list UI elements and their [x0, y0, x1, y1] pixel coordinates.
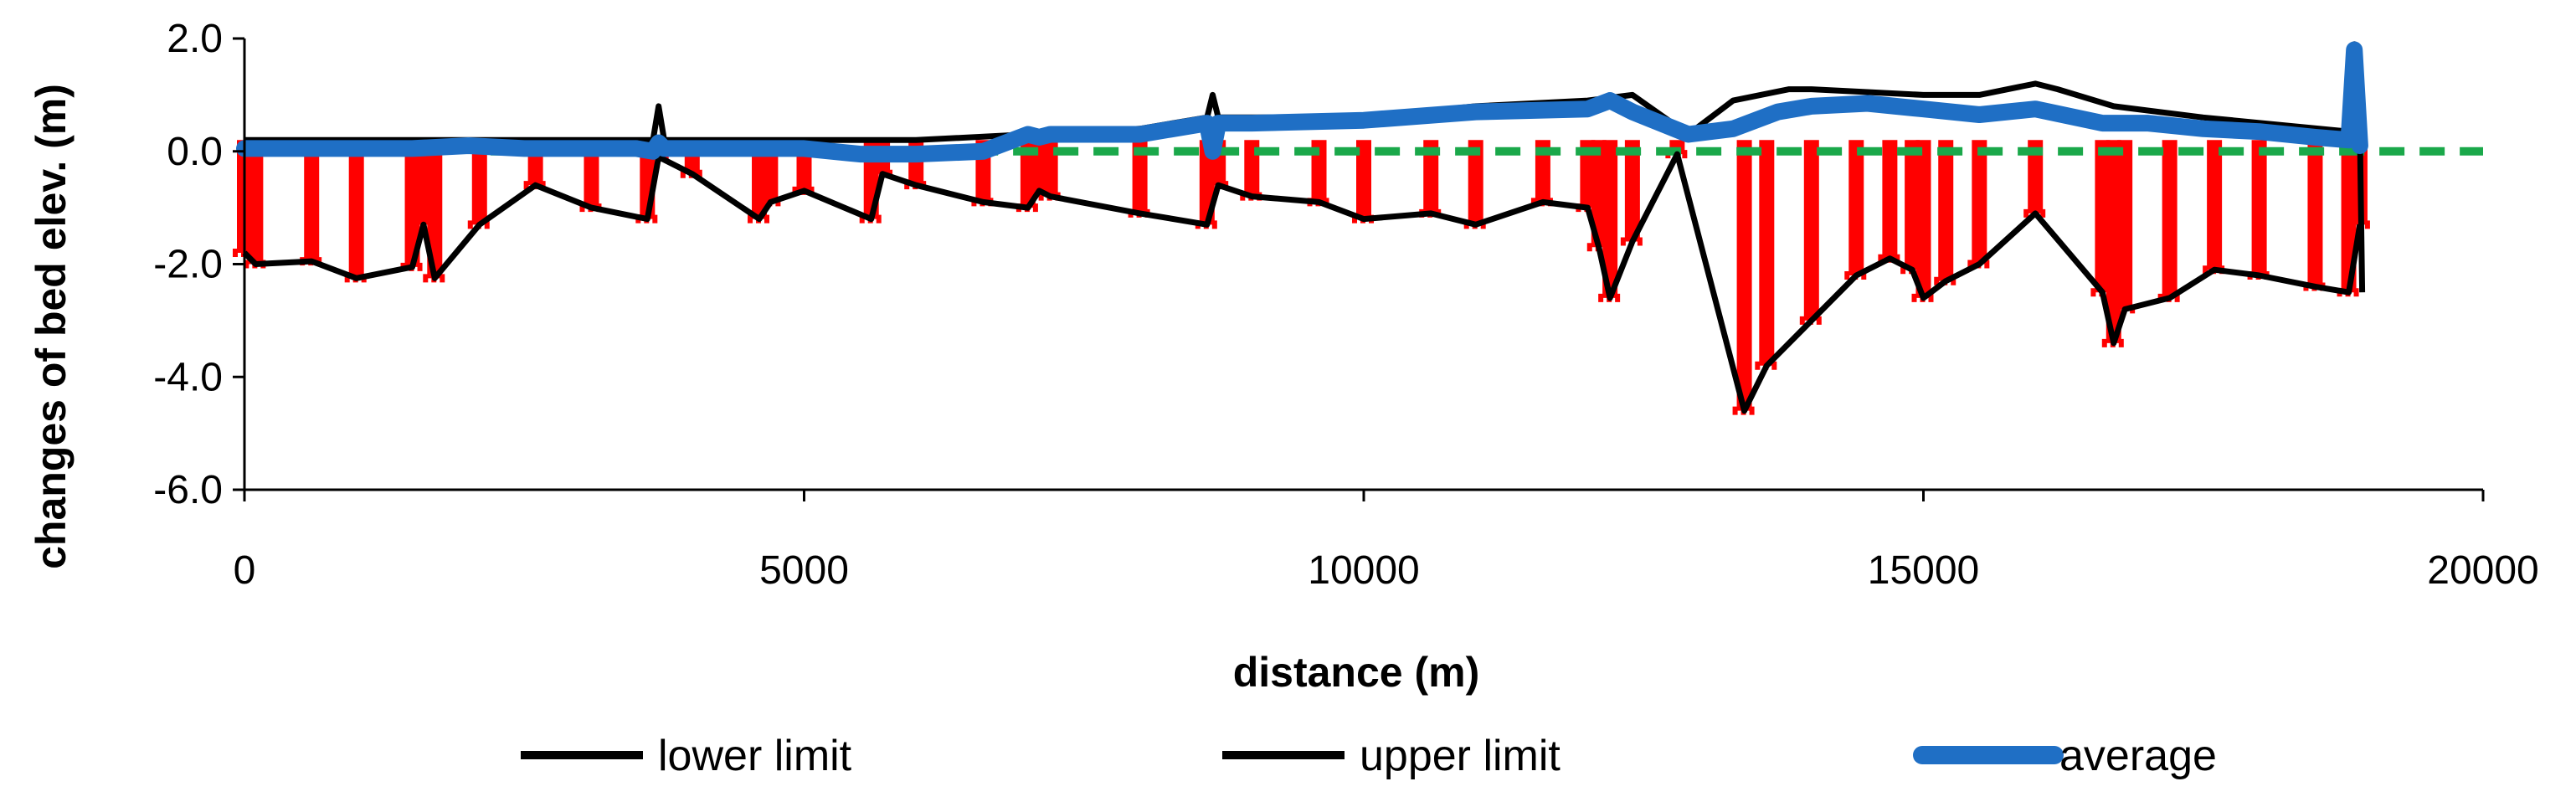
series-average [236, 41, 2368, 163]
y-tick-label: 2.0 [167, 17, 223, 61]
y-tick-label: -4.0 [153, 355, 223, 399]
x-tick-label: 0 [234, 548, 256, 593]
series-upper-limit [244, 41, 2366, 293]
series-layer [236, 41, 2368, 414]
ticks: -6.0 -4.0 -2.0 0.0 2.0 0 5000 10000 15000 20000 [153, 17, 2538, 593]
y-axis-title: changes of bed elev. (m) [28, 84, 75, 569]
y-tick-label: -6.0 [153, 468, 223, 512]
legend-upper-label: upper limit [1360, 732, 1561, 780]
x-tick-label: 15000 [1868, 548, 1979, 593]
series-lower-limit [242, 151, 2363, 414]
x-tick-label: 5000 [759, 548, 849, 593]
x-tick-label: 10000 [1308, 548, 1419, 593]
x-tick-label: 20000 [2427, 548, 2538, 593]
legend: lower limit upper limit average [521, 732, 2217, 780]
range-bars [233, 140, 2372, 415]
y-tick-label: 0.0 [167, 130, 223, 174]
x-axis-title: distance (m) [1233, 649, 1480, 696]
y-tick-label: -2.0 [153, 243, 223, 287]
legend-lower-label: lower limit [658, 732, 852, 780]
legend-average-label: average [2059, 732, 2217, 780]
